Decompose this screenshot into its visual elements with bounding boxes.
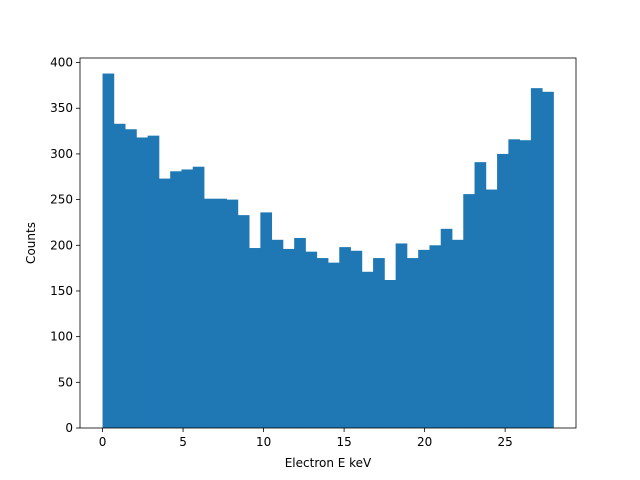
histogram-bar <box>361 271 374 428</box>
histogram-bar <box>530 88 543 429</box>
histogram-bar <box>452 239 464 428</box>
y-tick-label: 100 <box>50 330 73 344</box>
histogram-bar <box>125 129 137 428</box>
histogram-bar <box>271 239 284 428</box>
y-tick-label: 250 <box>50 193 73 207</box>
histogram-bar <box>294 237 306 428</box>
histogram-bars <box>102 73 554 429</box>
histogram-bar <box>192 166 205 428</box>
histogram-bar <box>339 247 351 428</box>
histogram-bar <box>508 139 521 428</box>
plot-frame <box>79 57 577 429</box>
histogram-bar <box>519 140 532 428</box>
x-tick-label: 5 <box>179 435 187 449</box>
histogram-bar <box>181 169 194 428</box>
y-tick-label: 350 <box>50 101 73 115</box>
y-tick-label: 400 <box>50 56 73 70</box>
histogram-bar <box>384 280 397 428</box>
histogram-bar <box>373 258 385 428</box>
histogram-bar <box>440 228 453 428</box>
histogram-bar <box>485 189 498 428</box>
histogram-bar <box>147 135 160 428</box>
histogram-bar <box>406 258 419 428</box>
histogram-bar <box>136 137 149 428</box>
x-tick-label: 25 <box>498 435 513 449</box>
y-tick-label: 0 <box>65 421 73 435</box>
histogram-bar <box>249 248 261 428</box>
histogram-bar <box>158 178 171 428</box>
histogram-bar <box>328 262 340 428</box>
histogram-bar <box>418 249 430 428</box>
histogram-bar <box>226 199 239 428</box>
histogram-bar <box>542 91 554 429</box>
histogram-bar <box>305 251 318 428</box>
x-tick-label: 20 <box>417 435 432 449</box>
histogram-bar <box>204 198 216 428</box>
x-axis: 0 5 10 15 20 25 <box>99 428 513 449</box>
histogram-bar <box>237 215 250 428</box>
y-axis-label: Counts <box>24 222 38 264</box>
histogram-bar <box>429 245 442 428</box>
histogram-bar <box>215 198 227 428</box>
x-tick-label: 0 <box>99 435 107 449</box>
histogram-bar <box>102 73 115 429</box>
x-tick-label: 10 <box>256 435 271 449</box>
x-tick-label: 15 <box>336 435 351 449</box>
histogram-bar <box>170 171 182 429</box>
histogram-bar <box>463 194 475 428</box>
x-axis-label: Electron E keV <box>285 456 372 470</box>
histogram-bar <box>474 162 487 429</box>
histogram-bar <box>497 153 509 429</box>
histogram-bar <box>350 250 363 428</box>
y-tick-label: 200 <box>50 238 73 252</box>
histogram-bar <box>260 212 273 428</box>
histogram-bar <box>282 248 295 428</box>
y-tick-label: 300 <box>50 147 73 161</box>
y-axis: 0 50 100 150 200 250 300 350 400 <box>50 56 80 435</box>
histogram-bar <box>113 123 126 429</box>
histogram-bar <box>316 258 329 428</box>
y-tick-label: 150 <box>50 284 73 298</box>
y-tick-label: 50 <box>58 375 73 389</box>
histogram-bar <box>395 243 408 428</box>
